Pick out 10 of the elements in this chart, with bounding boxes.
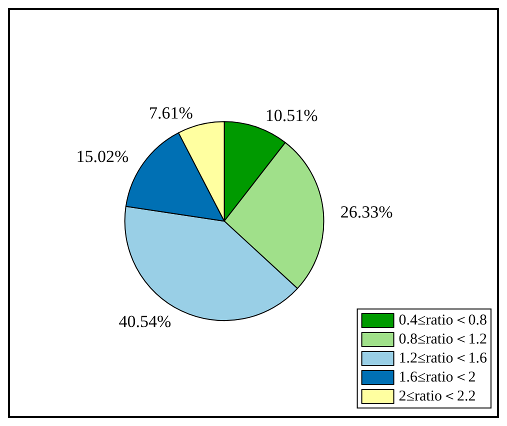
data-label: 26.33% bbox=[340, 202, 393, 222]
data-label: 15.02% bbox=[76, 146, 129, 166]
data-label: 10.51% bbox=[265, 106, 318, 126]
legend-label: 1.2≤ratio＜1.6 bbox=[398, 350, 488, 366]
legend-label: 0.4≤ratio＜0.8 bbox=[398, 312, 488, 328]
legend-label: 2≤ratio＜2.2 bbox=[398, 388, 476, 404]
legend-label: 0.8≤ratio＜1.2 bbox=[398, 332, 488, 348]
legend-label: 1.6≤ratio＜2 bbox=[398, 370, 476, 386]
data-label: 7.61% bbox=[148, 103, 193, 122]
data-label: 40.54% bbox=[118, 312, 172, 332]
